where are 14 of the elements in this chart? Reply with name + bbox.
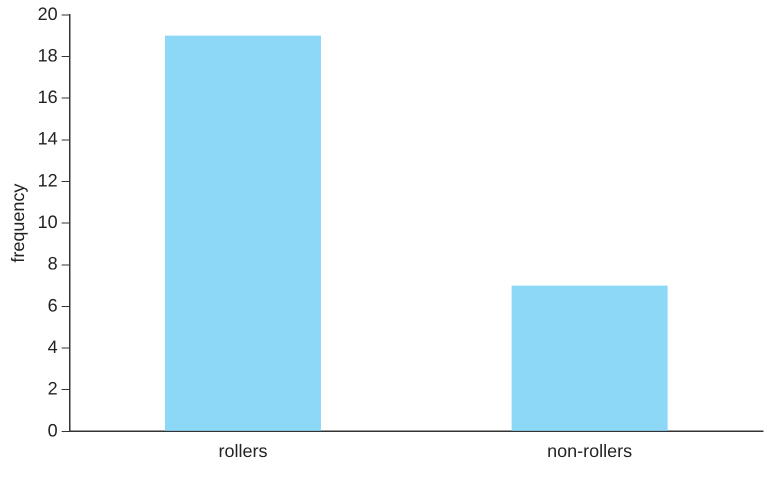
y-tick-label: 2 (48, 378, 58, 399)
y-tick-label: 16 (38, 87, 58, 108)
y-tick-label: 12 (38, 170, 58, 190)
y-tick-label: 14 (38, 128, 58, 149)
y-tick-label: 6 (48, 295, 58, 316)
x-tick-label: non-rollers (547, 441, 632, 462)
y-tick-label: 0 (48, 420, 58, 440)
y-tick-label: 18 (38, 45, 58, 66)
y-tick-label: 10 (38, 212, 58, 232)
y-tick-label: 8 (48, 254, 58, 274)
y-tick-label: 20 (38, 4, 58, 24)
y-axis-title: frequency (8, 184, 28, 263)
y-tick-label: 4 (48, 337, 58, 358)
x-tick-label: rollers (218, 441, 268, 462)
